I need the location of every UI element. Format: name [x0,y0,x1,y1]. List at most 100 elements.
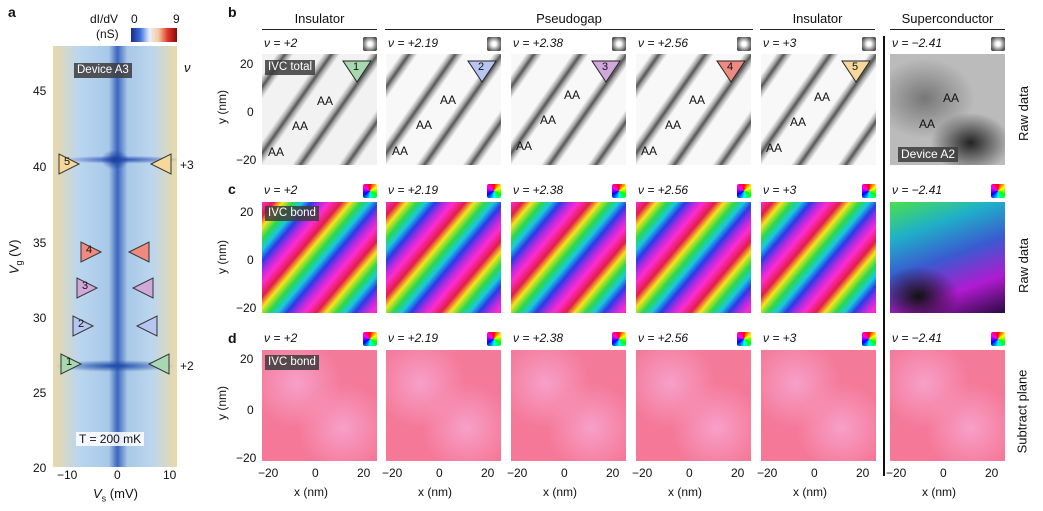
filling-label: ν = +2.19 [388,331,439,345]
image-panel [636,202,751,313]
grayscale-wheel-icon [991,37,1005,51]
ytick-40: 40 [33,160,47,174]
ytick-d-0: 0 [247,403,254,417]
xtick-label: 0 [561,466,568,480]
separator-line [883,36,885,476]
filling-label: ν = −2.41 [892,36,943,50]
badge-1-num: 1 [353,61,360,73]
image-panel [890,54,1005,165]
filling-label: ν = +2.56 [638,331,689,345]
color-wheel-icon [612,332,626,346]
image-panel [511,202,626,313]
ylabel-c: y (nm) [215,240,229,274]
xtick-label: 20 [357,466,371,480]
filling-label: ν = +2.19 [388,183,439,197]
grayscale-wheel-icon [737,37,751,51]
badge-2-num: 2 [478,61,485,73]
color-wheel-icon [487,332,501,346]
color-wheel-icon [737,184,751,198]
badge-4-num: 4 [727,61,734,73]
filling-label: ν = +2 [264,331,298,345]
xtick-label: 20 [856,466,870,480]
colorbar [131,28,177,42]
xtick-label: −20 [886,466,907,480]
ytick-b-0: 0 [247,105,254,119]
aa-label: AA [766,141,783,155]
marker-2 [72,315,158,337]
nu-label: ν [184,60,191,75]
xtick-label: 0 [686,466,693,480]
side-label-c: Raw data [1015,238,1031,293]
image-panel [890,202,1005,313]
header-rule-3 [760,29,875,30]
panel-label-d: d [228,330,237,346]
color-wheel-icon [737,332,751,346]
nu-mark-plus2: +2 [180,359,194,373]
ytick-b-neg20: −20 [236,153,257,167]
filling-label: ν = +3 [763,183,797,197]
aa-label: AA [943,91,960,105]
tag-ivc-total: IVC total [265,60,316,75]
aa-label: AA [919,117,936,131]
xtick-label: −20 [632,466,653,480]
filling-label: ν = +2.38 [513,183,564,197]
badge-3 [591,60,621,83]
filling-label: ν = +2.38 [513,331,564,345]
didv-map [53,46,177,467]
xtick-label: 20 [606,466,620,480]
xtick-label: −20 [258,466,279,480]
aa-label: AA [392,144,409,158]
color-wheel-icon [991,184,1005,198]
color-wheel-icon [612,184,626,198]
image-panel [761,350,876,461]
header-insulator-1: Insulator [294,11,345,26]
image-panel [511,350,626,461]
marker-4 [80,241,150,263]
aa-label: AA [317,94,334,108]
xlabel: x (nm) [418,485,452,499]
marker-5-num: 5 [64,156,71,168]
marker-3 [76,277,154,299]
aa-label: AA [540,113,557,127]
colorbar-min: 0 [131,12,138,26]
xtick-label: 0 [312,466,319,480]
nu-mark-plus3: +3 [180,158,194,172]
ytick-25: 25 [33,386,47,400]
aa-label: AA [641,144,658,158]
ylabel-d: y (nm) [215,386,229,420]
header-pseudogap: Pseudogap [536,11,602,26]
xtick-0: 0 [114,468,121,482]
filling-label: ν = +2.19 [388,36,439,50]
xtick-label: −20 [757,466,778,480]
ytick-20: 20 [33,461,47,475]
ytick-30: 30 [33,311,47,325]
badge-3-num: 3 [602,61,609,73]
image-panel [386,202,501,313]
ytick-c-20: 20 [240,205,254,219]
color-wheel-icon [363,332,377,346]
header-rule-1 [262,29,377,30]
filling-label: ν = +2.38 [513,36,564,50]
panel-label-a: a [8,4,16,20]
tag-ivc-bond-d: IVC bond [265,355,319,370]
ytick-35: 35 [33,236,47,250]
badge-4 [716,60,746,83]
ytick-c-0: 0 [247,253,254,267]
header-rule-4 [890,29,1005,30]
filling-label: ν = +2 [264,183,298,197]
grayscale-wheel-icon [363,37,377,51]
filling-label: ν = +2 [264,36,298,50]
filling-label: ν = +3 [763,331,797,345]
aa-label: AA [665,118,682,132]
aa-label: AA [292,119,309,133]
panel-label-c: c [228,181,236,197]
colorbar-max: 9 [173,12,180,26]
xlabel: x (nm) [668,485,702,499]
header-insulator-2: Insulator [792,11,843,26]
header-rule-2 [385,29,753,30]
xlabel-a: Vs (mV) [93,486,138,504]
filling-label: ν = −2.41 [892,331,943,345]
xtick-label: −20 [507,466,528,480]
grayscale-wheel-icon [487,37,501,51]
